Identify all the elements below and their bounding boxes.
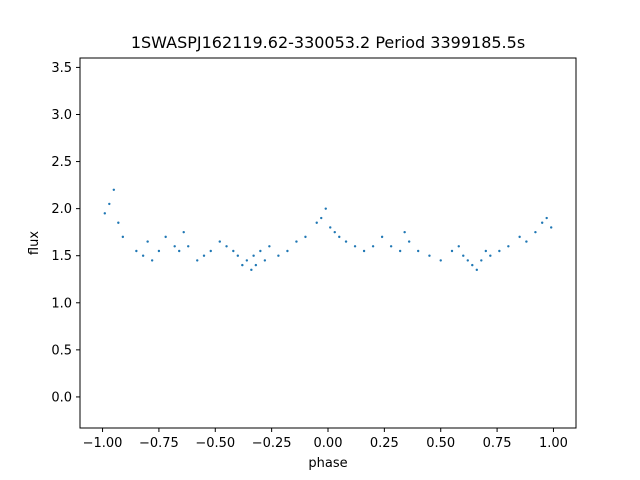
data-point bbox=[304, 235, 307, 239]
y-axis-label: flux bbox=[27, 231, 42, 255]
data-point bbox=[241, 263, 244, 267]
data-point bbox=[252, 254, 255, 257]
data-point bbox=[471, 263, 474, 267]
data-point bbox=[540, 221, 544, 224]
data-point bbox=[112, 188, 116, 192]
data-point bbox=[484, 249, 488, 253]
data-point bbox=[439, 259, 442, 262]
data-point bbox=[362, 249, 366, 253]
data-point bbox=[545, 216, 548, 220]
data-point bbox=[353, 245, 357, 248]
data-point bbox=[466, 259, 469, 262]
data-point bbox=[450, 249, 454, 253]
data-point bbox=[407, 240, 411, 243]
data-point bbox=[225, 245, 228, 248]
data-point bbox=[403, 230, 406, 234]
data-point bbox=[268, 245, 271, 248]
data-point bbox=[462, 254, 465, 257]
data-point bbox=[157, 249, 161, 253]
y-tick-label: 0.0 bbox=[51, 390, 72, 405]
data-point bbox=[344, 240, 348, 243]
data-point bbox=[371, 245, 375, 248]
data-point bbox=[416, 249, 420, 253]
data-point bbox=[550, 226, 553, 229]
data-point bbox=[534, 230, 537, 234]
data-point bbox=[173, 245, 176, 248]
x-tick-label: 0.75 bbox=[483, 436, 512, 451]
data-point bbox=[324, 207, 327, 210]
data-point bbox=[333, 230, 336, 234]
y-tick-label: 0.5 bbox=[51, 343, 72, 358]
data-point bbox=[315, 221, 318, 224]
x-axis-label: phase bbox=[308, 456, 347, 471]
y-tick-label: 1.0 bbox=[51, 296, 72, 311]
data-point bbox=[202, 254, 206, 257]
data-point bbox=[295, 240, 298, 243]
data-point bbox=[259, 249, 262, 253]
data-point bbox=[498, 249, 501, 253]
data-point bbox=[196, 259, 199, 262]
data-point bbox=[250, 268, 253, 272]
data-point bbox=[428, 254, 431, 257]
data-point bbox=[489, 254, 492, 257]
data-point bbox=[103, 212, 107, 215]
data-point bbox=[182, 230, 185, 234]
data-point bbox=[146, 240, 149, 243]
data-point bbox=[236, 254, 240, 257]
data-point bbox=[108, 202, 111, 206]
x-tick-label: −1.00 bbox=[83, 436, 123, 451]
data-point bbox=[475, 268, 478, 272]
data-point bbox=[254, 263, 258, 267]
data-point bbox=[518, 235, 521, 239]
data-points bbox=[103, 188, 553, 272]
data-point bbox=[320, 216, 323, 220]
x-tick-label: −0.50 bbox=[195, 436, 235, 451]
data-point bbox=[150, 259, 154, 262]
data-point bbox=[286, 249, 289, 253]
data-point bbox=[525, 240, 528, 243]
data-point bbox=[164, 235, 167, 239]
data-point bbox=[117, 221, 120, 224]
data-point bbox=[507, 245, 510, 248]
data-point bbox=[277, 254, 280, 257]
x-tick-label: −0.25 bbox=[252, 436, 292, 451]
data-point bbox=[187, 245, 190, 248]
data-point bbox=[178, 249, 181, 253]
x-tick-label: 1.00 bbox=[539, 436, 568, 451]
y-tick-label: 1.5 bbox=[51, 249, 72, 264]
y-axis: 0.0 0.5 1.0 1.5 2.0 2.5 3.0 3.5 bbox=[51, 61, 80, 405]
y-tick-label: 2.0 bbox=[51, 202, 72, 217]
data-point bbox=[389, 245, 393, 248]
x-tick-label: −0.75 bbox=[139, 436, 179, 451]
x-tick-label: 0.25 bbox=[370, 436, 399, 451]
data-point bbox=[121, 235, 125, 239]
plot-frame bbox=[79, 57, 577, 429]
x-tick-label: 0.50 bbox=[426, 436, 455, 451]
data-point bbox=[380, 235, 384, 239]
data-point bbox=[218, 240, 221, 243]
y-tick-label: 3.0 bbox=[51, 108, 72, 123]
data-point bbox=[329, 226, 332, 229]
x-axis: −1.00 −0.75 −0.50 −0.25 0.00 0.25 0.50 0.75 1.00 bbox=[83, 428, 568, 451]
data-point bbox=[457, 245, 460, 248]
data-point bbox=[209, 249, 212, 253]
chart-title: 1SWASPJ162119.62-330053.2 Period 3399185… bbox=[131, 33, 525, 52]
data-point bbox=[135, 249, 138, 253]
data-point bbox=[398, 249, 402, 253]
data-point bbox=[263, 259, 267, 262]
y-tick-label: 2.5 bbox=[51, 155, 72, 170]
data-point bbox=[245, 259, 249, 262]
data-point bbox=[141, 254, 145, 257]
y-tick-label: 3.5 bbox=[51, 61, 72, 76]
data-point bbox=[480, 259, 483, 262]
data-point bbox=[338, 235, 341, 239]
x-tick-label: 0.00 bbox=[314, 436, 343, 451]
data-point bbox=[232, 249, 235, 253]
